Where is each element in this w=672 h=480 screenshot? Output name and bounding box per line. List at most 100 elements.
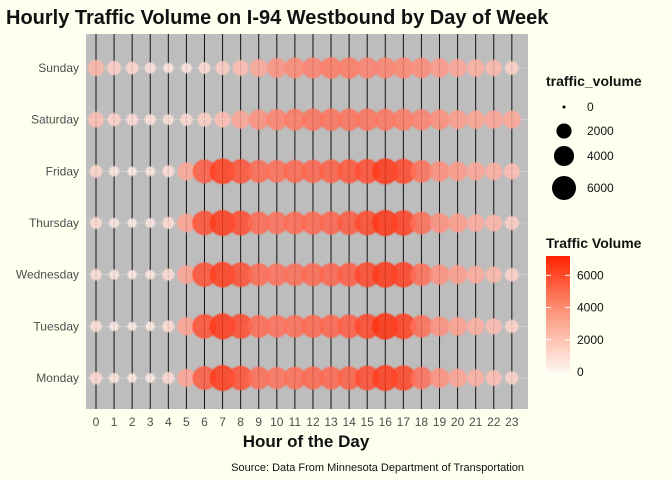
x-tick-label: 2 — [129, 415, 136, 429]
size-legend-label: 4000 — [587, 149, 614, 163]
data-point — [180, 62, 193, 74]
size-legend-label: 2000 — [587, 124, 614, 138]
data-point — [447, 161, 468, 182]
data-point — [485, 369, 503, 387]
data-point — [161, 164, 175, 178]
data-point — [126, 166, 138, 177]
data-point — [447, 109, 468, 130]
y-tick-label: Friday — [46, 164, 79, 178]
x-tick-label: 3 — [147, 415, 154, 429]
data-point — [230, 109, 251, 130]
data-point — [144, 165, 156, 177]
chart-title: Hourly Traffic Volume on I-94 Westbound … — [6, 7, 549, 29]
data-point — [484, 265, 503, 284]
data-point — [213, 111, 232, 129]
data-points — [87, 56, 522, 392]
x-tick-label: 0 — [93, 415, 100, 429]
data-point — [465, 161, 486, 182]
data-point — [179, 112, 194, 127]
data-point — [410, 108, 433, 131]
x-tick-label: 4 — [165, 415, 172, 429]
chart-caption: Source: Data From Minnesota Department o… — [231, 462, 524, 474]
data-point — [89, 268, 103, 282]
data-point — [108, 165, 120, 178]
data-point — [144, 321, 156, 332]
data-point — [89, 216, 103, 230]
x-tick-label: 8 — [237, 415, 244, 429]
data-point — [125, 112, 139, 127]
data-point — [484, 59, 503, 77]
data-point — [447, 368, 468, 388]
x-tick-label: 13 — [324, 415, 338, 429]
x-tick-label: 7 — [219, 415, 226, 429]
data-point — [144, 217, 156, 229]
data-point — [161, 216, 176, 230]
size-legend-key — [556, 123, 572, 139]
color-legend-title: Traffic Volume — [546, 235, 642, 251]
y-tick-label: Wednesday — [16, 268, 79, 282]
size-legend-label: 6000 — [587, 181, 614, 195]
data-point — [466, 368, 485, 388]
data-point — [127, 321, 138, 332]
x-tick-label: 23 — [505, 415, 519, 429]
size-legend: traffic_volume 0 2000 4000 6000 — [546, 73, 642, 200]
data-point — [162, 113, 175, 126]
color-bar — [546, 256, 570, 372]
data-point — [483, 109, 504, 130]
data-point — [162, 62, 175, 74]
data-point — [428, 315, 451, 338]
color-legend-label: 2000 — [577, 333, 604, 347]
x-tick-label: 20 — [451, 415, 465, 429]
color-legend-items: 0 2000 4000 6000 — [546, 268, 604, 379]
data-point — [231, 59, 250, 77]
data-point — [87, 59, 105, 77]
data-point — [161, 371, 176, 385]
size-legend-title: traffic_volume — [546, 73, 642, 89]
x-tick-label: 5 — [183, 415, 190, 429]
size-legend-label: 0 — [587, 100, 594, 114]
data-point — [214, 60, 231, 76]
data-point — [447, 212, 468, 234]
x-tick-label: 22 — [487, 415, 501, 429]
data-point — [249, 58, 269, 78]
data-point — [144, 61, 157, 75]
data-point — [428, 264, 451, 286]
x-tick-label: 14 — [342, 415, 356, 429]
data-point — [161, 267, 176, 282]
x-tick-label: 17 — [397, 415, 411, 429]
data-point — [126, 269, 138, 280]
x-tick-label: 1 — [111, 415, 118, 429]
data-point — [125, 60, 140, 76]
data-point — [466, 265, 486, 285]
data-point — [484, 214, 503, 232]
y-tick-label: Monday — [36, 371, 79, 385]
data-point — [502, 110, 522, 130]
data-point — [106, 60, 122, 76]
x-tick-label: 18 — [415, 415, 429, 429]
data-point — [503, 162, 521, 180]
x-tick-label: 16 — [379, 415, 393, 429]
data-point — [465, 109, 486, 130]
y-tick-label: Thursday — [29, 216, 79, 230]
data-point — [248, 109, 270, 131]
x-tick-label: 21 — [469, 415, 483, 429]
x-axis-ticks: 0 1 2 3 4 5 6 7 8 9 10 11 12 13 14 15 16 17 18 19 20 21 22 23 — [93, 415, 519, 429]
data-point — [428, 108, 451, 131]
data-point — [429, 57, 450, 79]
x-tick-label: 10 — [270, 415, 284, 429]
data-point — [108, 217, 120, 229]
data-point — [126, 372, 138, 384]
size-legend-key — [553, 145, 575, 167]
color-legend: Traffic Volume 0 2000 4000 6000 — [546, 235, 642, 379]
x-tick-label: 15 — [361, 415, 375, 429]
data-point — [144, 113, 157, 126]
data-point — [504, 267, 520, 283]
y-axis-ticks: Monday Tuesday Wednesday Thursday Friday Satu… — [16, 61, 79, 385]
data-point — [144, 372, 156, 384]
data-point — [504, 60, 520, 76]
x-axis-title: Hour of the Day — [243, 432, 370, 451]
data-point — [108, 320, 120, 332]
data-point — [466, 316, 486, 336]
data-point — [447, 316, 468, 337]
